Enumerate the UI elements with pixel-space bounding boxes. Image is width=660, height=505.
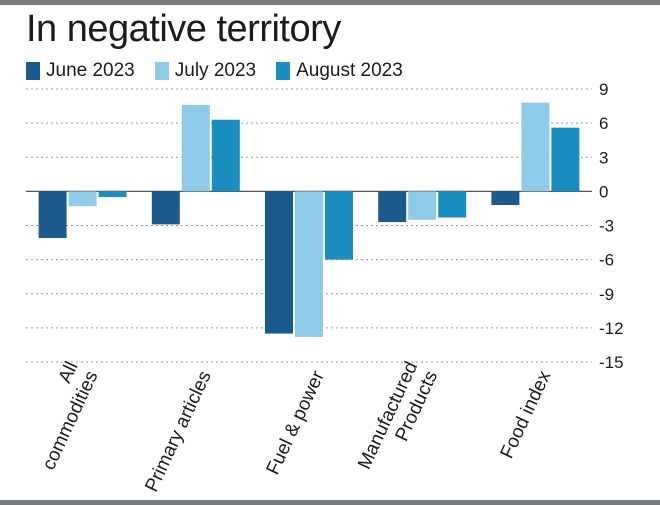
legend-label-june: June 2023 (46, 60, 135, 81)
y-tick-label: -6 (599, 251, 614, 270)
bottom-rule (0, 500, 660, 505)
bar (408, 191, 437, 220)
legend-swatch-july (154, 62, 169, 80)
x-tick-label-line: Primary articles (141, 368, 215, 496)
bar (38, 191, 67, 239)
y-axis: 9 6 3 0 -3 -6 -9 -12 -15 (599, 80, 624, 372)
bar (378, 191, 407, 223)
y-tick-label: -9 (599, 285, 614, 304)
bar (211, 119, 240, 192)
bar (295, 191, 323, 337)
bar (181, 104, 210, 192)
y-tick-label: -12 (599, 319, 624, 338)
y-tick-label: -3 (599, 217, 614, 236)
bar (265, 191, 293, 334)
legend-swatch-august (276, 62, 291, 80)
y-tick-label: 0 (599, 182, 608, 201)
legend-label-august: August 2023 (296, 60, 403, 81)
bar (325, 191, 353, 260)
bar (551, 127, 580, 192)
bar (491, 191, 520, 206)
legend-item-june: June 2023 (26, 60, 135, 82)
y-tick-label: 3 (599, 148, 608, 167)
x-tick-label-line: Food index (497, 367, 556, 462)
y-tick-label: 9 (599, 80, 608, 99)
chart-title: In negative territory (26, 8, 341, 50)
bar (151, 191, 180, 225)
legend-item-august: August 2023 (276, 60, 403, 82)
legend-swatch-june (26, 62, 40, 80)
legend: June 2023 July 2023 August 2023 (26, 58, 423, 84)
y-tick-label: 6 (599, 114, 608, 133)
x-tick-label-line: Fuel & power (263, 367, 330, 478)
bar (521, 102, 550, 192)
bar (68, 191, 97, 207)
top-rule (0, 0, 660, 5)
bar (98, 191, 127, 198)
y-tick-label: -15 (599, 353, 624, 372)
x-tick-label: Fuel & power (263, 367, 330, 478)
x-tick-label: Food index (497, 367, 556, 462)
bar (438, 191, 467, 218)
legend-label-july: July 2023 (174, 60, 257, 81)
bars (38, 102, 580, 337)
legend-item-july: July 2023 (154, 60, 257, 82)
x-tick-label: Primary articles (141, 368, 215, 496)
